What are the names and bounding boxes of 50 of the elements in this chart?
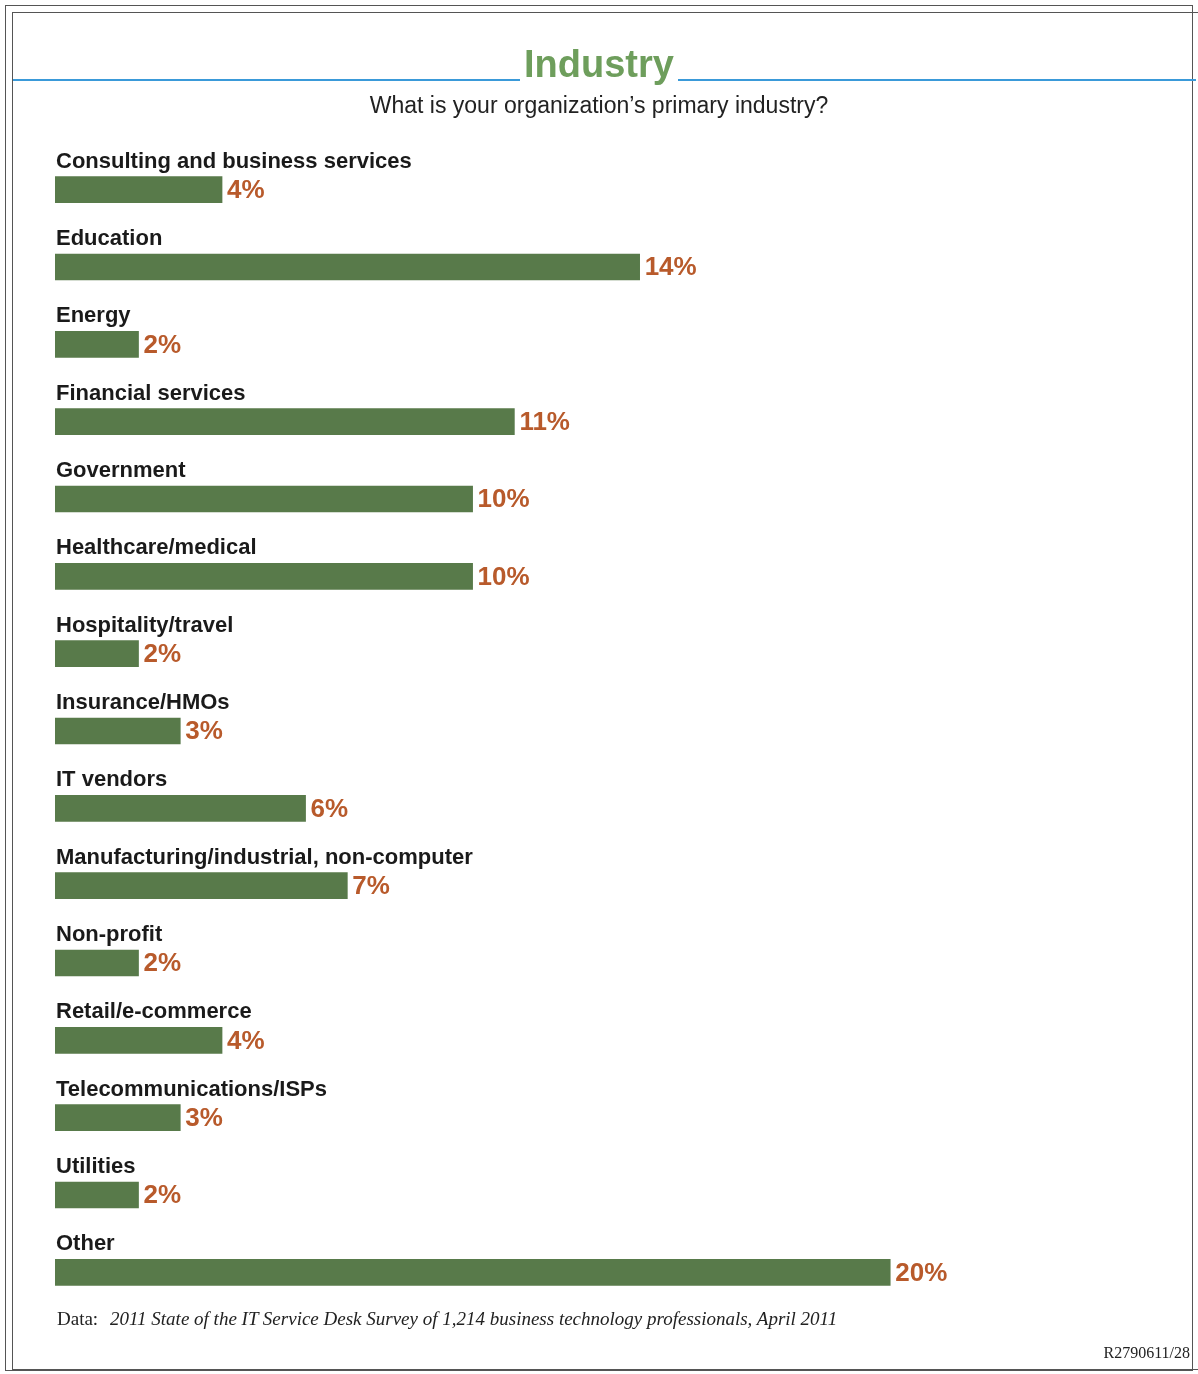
data-label: 6% bbox=[310, 792, 349, 823]
bar bbox=[55, 331, 139, 358]
data-label: 20% bbox=[895, 1256, 948, 1287]
y-tick-label: Government bbox=[56, 457, 187, 482]
y-tick-label: IT vendors bbox=[56, 766, 168, 792]
y-tick-label: Retail/e-commerce bbox=[56, 998, 252, 1024]
y-tick-label: Energy bbox=[56, 302, 132, 328]
bar bbox=[55, 176, 223, 203]
bar bbox=[55, 1027, 223, 1054]
data-label: 3% bbox=[185, 715, 223, 746]
data-label: 4% bbox=[227, 173, 265, 204]
bar bbox=[55, 640, 139, 667]
bar bbox=[55, 717, 181, 745]
data-label: 7% bbox=[352, 869, 390, 900]
text: 2011 State of the IT Service Desk Survey of 1,214 business technology professionals, April 2011 bbox=[110, 1308, 839, 1330]
data-label: 2% bbox=[143, 637, 182, 668]
y-tick-label: Consulting and business services bbox=[56, 147, 412, 173]
y-tick-label: Utilities bbox=[56, 1153, 136, 1178]
data-label: 10% bbox=[477, 560, 530, 591]
bar bbox=[55, 1181, 139, 1209]
chart-title: Industry bbox=[520, 43, 678, 85]
text: R2790611/28 bbox=[1103, 1344, 1190, 1362]
y-tick-label: Other bbox=[56, 1230, 116, 1256]
bar bbox=[55, 408, 515, 435]
chart-subtitle: What is your organization’s primary industry? bbox=[368, 92, 830, 119]
y-tick-label: Hospitality/travel bbox=[56, 611, 234, 637]
y-tick-label: Telecommunications/ISPs bbox=[56, 1075, 328, 1101]
data-label: 11% bbox=[519, 405, 570, 436]
data-label: 10% bbox=[477, 483, 530, 514]
y-tick-label: Education bbox=[56, 225, 163, 250]
bar bbox=[55, 1259, 891, 1286]
bar bbox=[55, 485, 473, 513]
bar bbox=[55, 253, 640, 281]
bar bbox=[55, 795, 306, 822]
y-tick-label: Financial services bbox=[56, 379, 246, 405]
bar bbox=[55, 563, 473, 590]
data-label: 4% bbox=[227, 1024, 265, 1055]
text: Data: bbox=[57, 1308, 99, 1330]
y-tick-label: Healthcare/medical bbox=[56, 534, 257, 560]
y-tick-label: Manufacturing/industrial, non-computer bbox=[56, 843, 474, 869]
y-tick-label: Insurance/HMOs bbox=[56, 689, 230, 714]
y-tick-label: Non-profit bbox=[56, 921, 163, 946]
data-label: 14% bbox=[644, 251, 697, 282]
bar bbox=[55, 872, 348, 899]
bar bbox=[55, 1104, 181, 1131]
data-label: 2% bbox=[143, 1179, 182, 1210]
bar bbox=[55, 949, 139, 977]
data-label: 3% bbox=[185, 1101, 223, 1132]
data-label: 2% bbox=[143, 947, 182, 978]
data-label: 2% bbox=[143, 328, 182, 359]
